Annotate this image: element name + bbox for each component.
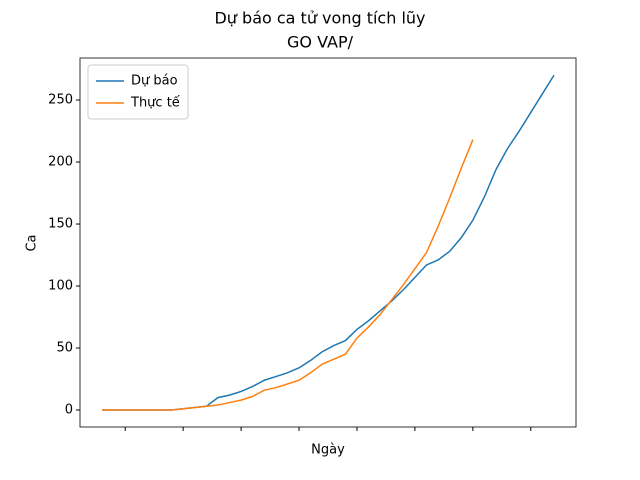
legend-label: Dự báo xyxy=(131,74,178,89)
y-axis-label: Ca xyxy=(25,234,40,251)
y-tick-label: 100 xyxy=(48,279,73,294)
legend-box xyxy=(87,64,189,120)
y-tick-label: 50 xyxy=(56,341,73,356)
chart-title: Dự báo ca tử vong tích lũy xyxy=(214,9,425,28)
y-tick-label: 0 xyxy=(65,403,73,418)
y-tick-label: 250 xyxy=(48,93,73,108)
y-tick-label: 150 xyxy=(48,217,73,232)
line xyxy=(102,139,474,411)
legend-label: Thực tế xyxy=(130,96,180,111)
y-tick-label: 200 xyxy=(48,155,73,170)
chart-subtitle: GO VAP/ xyxy=(287,33,354,52)
x-axis-label: Ngày xyxy=(311,443,345,458)
line xyxy=(102,74,555,411)
plot-frame xyxy=(79,57,577,428)
